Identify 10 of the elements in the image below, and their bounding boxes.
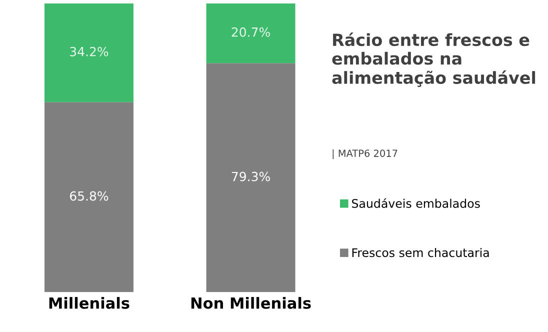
legend-label: Saudáveis embalados [352,198,480,208]
text: | MATP6 2017 [332,149,398,160]
data-label: 34.2% [70,46,108,56]
x-tick-label: Millenials [49,297,130,309]
data-label: 79.3% [232,172,270,182]
data-label: 65.8% [70,191,108,201]
text: Rácio entre frescos e embalados na alimentação saudável [332,32,536,88]
legend-label: Frescos sem chacutaria [352,248,489,258]
data-label: 20.7% [232,27,270,37]
x-tick-label: Non Millenials [191,297,311,309]
